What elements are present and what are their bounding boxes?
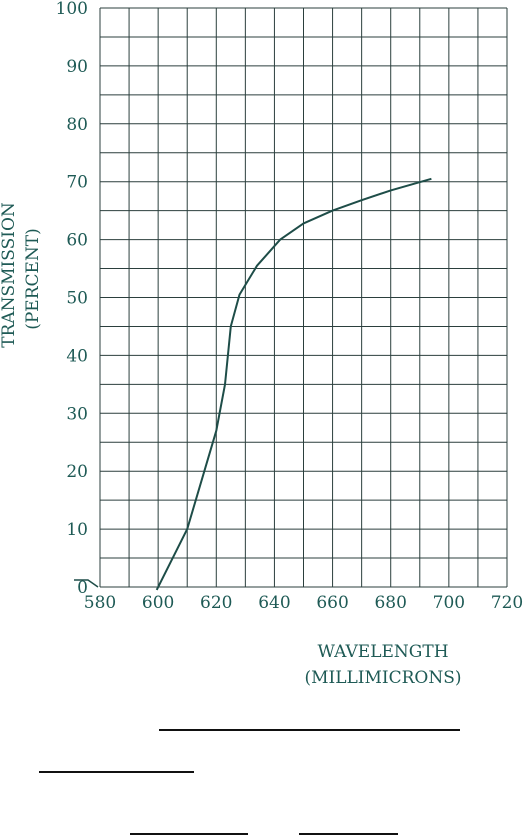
x-tick-label: 580 xyxy=(84,593,116,613)
signature-line xyxy=(39,771,194,773)
y-tick-label: 40 xyxy=(66,346,88,366)
x-tick-label: 640 xyxy=(258,593,290,613)
chart-grid xyxy=(99,7,508,588)
y-tick-label: 30 xyxy=(66,404,88,424)
y-tick-label: 60 xyxy=(66,231,88,251)
y-tick-label: 10 xyxy=(66,520,88,540)
y-tick-label: 20 xyxy=(66,462,88,482)
y-axis-ticks: 0 10 20 30 40 50 60 70 80 90 100 xyxy=(56,0,88,598)
x-tick-label: 720 xyxy=(491,593,523,613)
signature-line xyxy=(130,833,248,835)
x-axis-title-line-1: WAVELENGTH xyxy=(317,642,448,662)
x-tick-label: 700 xyxy=(433,593,465,613)
y-axis-title-line-2: (PERCENT) xyxy=(23,228,43,330)
y-tick-label: 90 xyxy=(66,57,88,77)
series-line xyxy=(155,177,432,591)
y-tick-label: 80 xyxy=(66,115,88,135)
x-axis-ticks: 580 600 620 640 660 680 700 720 xyxy=(84,593,523,613)
x-tick-label: 620 xyxy=(200,593,232,613)
x-tick-label: 600 xyxy=(142,593,174,613)
x-axis-title: WAVELENGTH (MILLIMICRONS) xyxy=(304,642,461,688)
x-axis-title-line-2: (MILLIMICRONS) xyxy=(304,668,461,688)
y-tick-label: 50 xyxy=(66,289,88,309)
signature-line xyxy=(159,729,460,731)
signature-line xyxy=(299,833,398,835)
y-axis-title: TRANSMISSION (PERCENT) xyxy=(0,202,43,348)
y-tick-label: 100 xyxy=(56,0,88,19)
y-axis-title-line-1: TRANSMISSION xyxy=(0,202,19,348)
x-tick-label: 680 xyxy=(374,593,406,613)
y-tick-label: 70 xyxy=(66,173,88,193)
y-tick-label: 0 xyxy=(77,578,88,598)
x-tick-label: 660 xyxy=(316,593,348,613)
zero-tick-hook xyxy=(74,579,99,588)
